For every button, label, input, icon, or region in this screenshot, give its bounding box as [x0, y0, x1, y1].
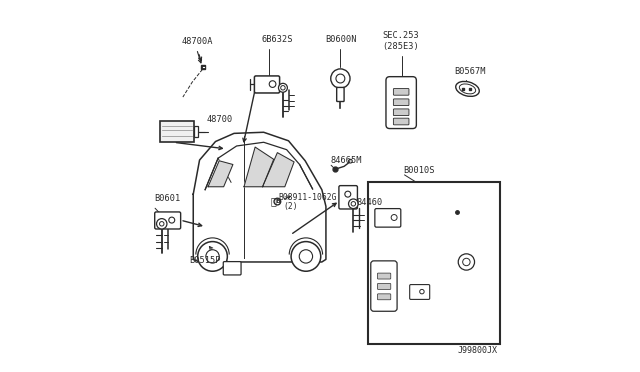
Circle shape — [463, 258, 470, 266]
Text: 84460: 84460 — [356, 198, 383, 207]
Text: B0601: B0601 — [154, 195, 180, 203]
Circle shape — [269, 81, 276, 87]
Text: 6B632S: 6B632S — [262, 35, 293, 44]
FancyBboxPatch shape — [386, 77, 417, 129]
FancyBboxPatch shape — [223, 262, 241, 275]
FancyBboxPatch shape — [337, 87, 344, 102]
Text: B08911-1062G: B08911-1062G — [278, 193, 337, 202]
Circle shape — [336, 74, 345, 83]
Text: B0515P: B0515P — [189, 256, 221, 265]
FancyBboxPatch shape — [155, 212, 180, 229]
Circle shape — [278, 83, 287, 92]
FancyBboxPatch shape — [378, 273, 391, 279]
FancyBboxPatch shape — [378, 283, 391, 289]
Polygon shape — [193, 132, 326, 262]
Circle shape — [169, 217, 175, 223]
Circle shape — [300, 250, 312, 263]
FancyBboxPatch shape — [255, 76, 280, 93]
Text: (285E3): (285E3) — [383, 42, 419, 51]
Circle shape — [349, 159, 352, 163]
FancyBboxPatch shape — [194, 126, 198, 137]
Circle shape — [391, 215, 397, 221]
Polygon shape — [208, 161, 233, 187]
Circle shape — [331, 69, 350, 88]
Circle shape — [198, 241, 227, 271]
FancyBboxPatch shape — [375, 209, 401, 227]
Text: B0600N: B0600N — [326, 35, 357, 44]
Text: 48700A: 48700A — [182, 37, 214, 46]
Polygon shape — [244, 147, 274, 187]
FancyBboxPatch shape — [394, 109, 409, 116]
Circle shape — [349, 199, 358, 209]
Circle shape — [159, 222, 164, 226]
Circle shape — [420, 289, 424, 294]
Circle shape — [281, 86, 285, 90]
Text: 48700: 48700 — [207, 115, 233, 124]
FancyBboxPatch shape — [378, 294, 391, 300]
FancyBboxPatch shape — [339, 186, 357, 209]
Ellipse shape — [460, 84, 476, 94]
Circle shape — [157, 219, 167, 229]
FancyBboxPatch shape — [410, 285, 429, 299]
Circle shape — [291, 241, 321, 271]
Text: Ⓑ: Ⓑ — [271, 196, 276, 206]
Circle shape — [345, 191, 351, 197]
FancyBboxPatch shape — [371, 261, 397, 311]
Text: B: B — [275, 199, 280, 204]
Text: (2): (2) — [283, 202, 298, 211]
Circle shape — [206, 250, 219, 263]
FancyBboxPatch shape — [394, 118, 409, 125]
Text: B0567M: B0567M — [454, 67, 486, 76]
Ellipse shape — [456, 81, 479, 96]
FancyBboxPatch shape — [368, 182, 500, 343]
FancyBboxPatch shape — [160, 121, 194, 142]
Circle shape — [351, 202, 356, 206]
Circle shape — [274, 198, 281, 205]
FancyBboxPatch shape — [394, 89, 409, 95]
Text: SEC.253: SEC.253 — [383, 31, 419, 41]
Text: 84665M: 84665M — [330, 156, 362, 165]
Circle shape — [458, 254, 474, 270]
Text: B0010S: B0010S — [403, 166, 435, 175]
Polygon shape — [262, 153, 294, 187]
Text: J99800JX: J99800JX — [457, 346, 497, 355]
FancyBboxPatch shape — [394, 99, 409, 106]
